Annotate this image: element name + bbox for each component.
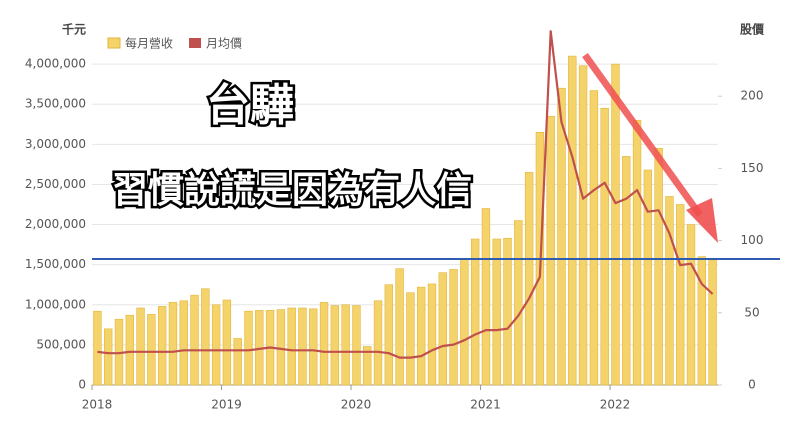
bar <box>104 328 113 386</box>
y-tick-label: 1,500,000 <box>25 257 86 271</box>
legend-label: 月均價 <box>206 37 242 51</box>
bar <box>611 63 620 386</box>
y2-tick-label: 150 <box>741 161 764 175</box>
bar <box>125 314 134 386</box>
bar <box>190 294 199 386</box>
legend-swatch <box>189 38 202 48</box>
bar <box>244 310 253 386</box>
bar <box>211 304 221 386</box>
bar <box>686 224 696 386</box>
y-axis-title: 千元 <box>62 22 86 37</box>
bar <box>503 237 512 386</box>
legend-swatch <box>107 37 121 49</box>
bar <box>557 87 566 386</box>
bar <box>492 238 501 386</box>
bar <box>168 302 178 386</box>
bar <box>481 208 491 386</box>
bar <box>417 286 426 386</box>
line <box>97 30 714 359</box>
bar <box>665 196 674 386</box>
bar <box>373 300 383 386</box>
x-tick-label: 2020 <box>341 398 372 412</box>
bar <box>568 55 577 386</box>
y-tick-label: 4,000,000 <box>25 57 86 71</box>
y2-tick-label: 50 <box>744 305 759 319</box>
y-tick-label: 0 <box>78 378 86 392</box>
bar <box>319 302 329 386</box>
bar <box>697 256 706 386</box>
x-tick-label: 2019 <box>211 398 242 412</box>
bar <box>643 169 653 386</box>
y2-tick-label: 200 <box>741 89 764 103</box>
bar <box>341 304 350 386</box>
bar <box>363 346 372 386</box>
bar <box>514 220 523 386</box>
x-tick-label: 2022 <box>600 398 631 412</box>
subtitle: 習慣說謊是因為有人信 <box>112 169 472 211</box>
bar <box>298 307 307 386</box>
bar <box>395 268 404 386</box>
bar <box>157 306 167 386</box>
bar <box>233 338 242 386</box>
arrow <box>582 52 703 218</box>
bar <box>449 269 458 386</box>
bar <box>622 156 631 386</box>
arrow-head <box>686 198 718 243</box>
bar <box>546 115 555 386</box>
bar <box>201 288 210 386</box>
y-tick-label: 2,000,000 <box>25 217 86 231</box>
y-tick-label: 3,500,000 <box>25 97 86 111</box>
y-tick-label: 3,000,000 <box>25 137 86 151</box>
bar <box>222 299 232 386</box>
y2-tick-label: 0 <box>748 378 756 392</box>
y-tick-label: 500,000 <box>36 337 86 351</box>
bar <box>676 204 685 386</box>
bar <box>276 309 286 386</box>
bar <box>589 90 599 386</box>
bar <box>147 314 156 386</box>
bar <box>708 259 717 386</box>
bar <box>460 257 469 386</box>
bar <box>438 272 447 386</box>
bar <box>352 305 361 386</box>
bar <box>384 284 393 386</box>
y2-tick-label: 100 <box>741 233 764 247</box>
bar <box>93 310 102 386</box>
bar <box>470 238 480 386</box>
bar <box>600 107 609 386</box>
bar <box>406 292 415 386</box>
bar <box>309 308 318 386</box>
y2-axis-title: 股價 <box>740 22 765 37</box>
legend-label: 每月營收 <box>125 36 173 51</box>
bar <box>524 172 534 386</box>
x-tick-label: 2018 <box>82 398 113 412</box>
y-tick-label: 2,500,000 <box>25 177 86 191</box>
bar <box>427 283 437 386</box>
bar <box>654 148 663 386</box>
bar <box>632 119 642 386</box>
y-tick-label: 1,000,000 <box>25 297 86 311</box>
bar <box>330 305 340 386</box>
bar <box>287 307 296 386</box>
title: 台驊 <box>206 80 294 131</box>
bar <box>136 307 145 386</box>
x-tick-label: 2021 <box>470 398 501 412</box>
bar <box>179 300 188 386</box>
bar <box>578 65 588 386</box>
plot-area: 0 500,000 1,000,000 1,500,000 2,000,000 2,500… <box>25 30 780 412</box>
